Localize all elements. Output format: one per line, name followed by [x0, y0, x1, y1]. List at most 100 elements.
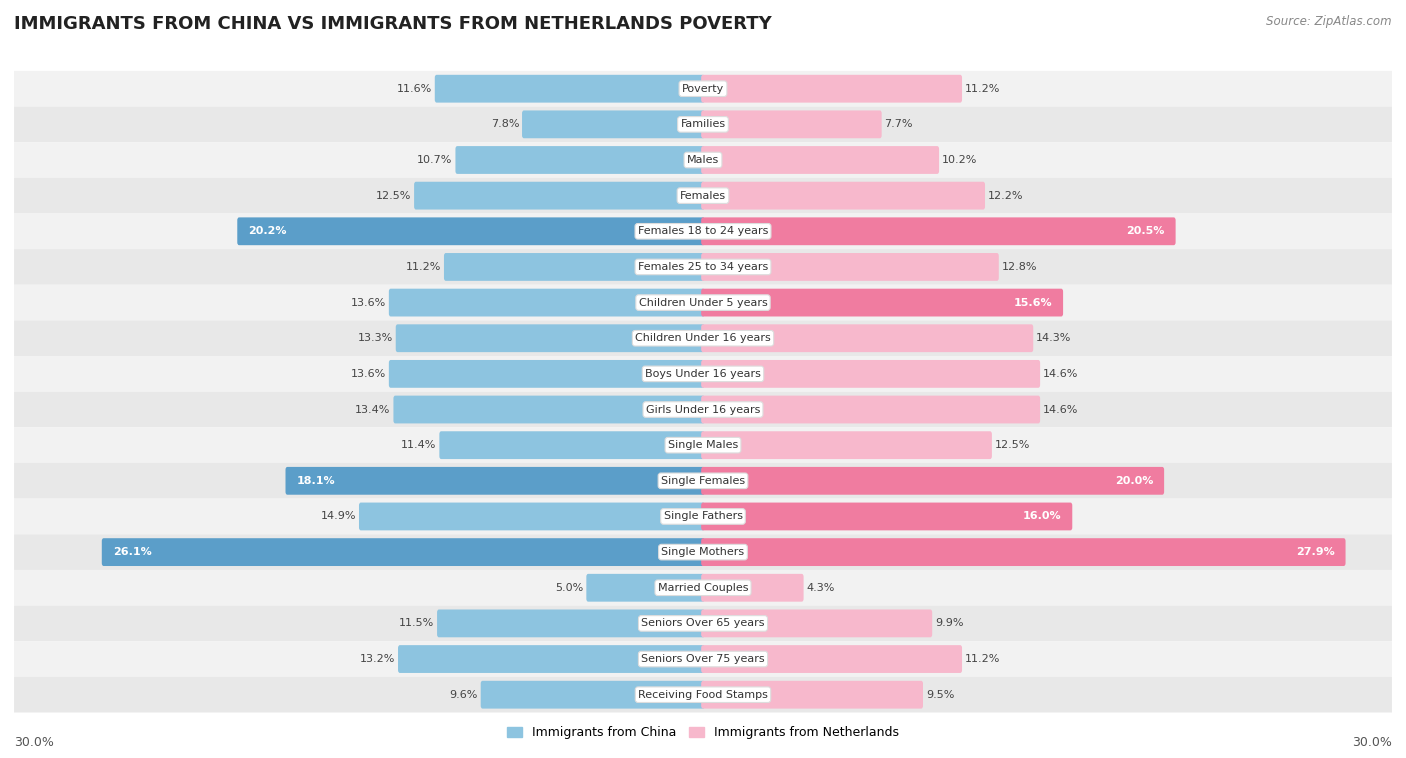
Text: 5.0%: 5.0%	[555, 583, 583, 593]
FancyBboxPatch shape	[702, 218, 1175, 245]
Text: 14.6%: 14.6%	[1043, 369, 1078, 379]
Text: Single Fathers: Single Fathers	[664, 512, 742, 522]
Text: 14.6%: 14.6%	[1043, 405, 1078, 415]
FancyBboxPatch shape	[14, 463, 1392, 499]
Text: 20.5%: 20.5%	[1126, 227, 1164, 236]
Text: Children Under 16 years: Children Under 16 years	[636, 334, 770, 343]
Text: Source: ZipAtlas.com: Source: ZipAtlas.com	[1267, 15, 1392, 28]
Text: 20.2%: 20.2%	[249, 227, 287, 236]
FancyBboxPatch shape	[238, 218, 704, 245]
FancyBboxPatch shape	[434, 75, 704, 102]
Text: IMMIGRANTS FROM CHINA VS IMMIGRANTS FROM NETHERLANDS POVERTY: IMMIGRANTS FROM CHINA VS IMMIGRANTS FROM…	[14, 15, 772, 33]
FancyBboxPatch shape	[395, 324, 704, 352]
FancyBboxPatch shape	[702, 467, 1164, 495]
Text: Married Couples: Married Couples	[658, 583, 748, 593]
FancyBboxPatch shape	[702, 574, 804, 602]
FancyBboxPatch shape	[14, 534, 1392, 570]
FancyBboxPatch shape	[14, 428, 1392, 463]
Text: 30.0%: 30.0%	[14, 736, 53, 749]
FancyBboxPatch shape	[359, 503, 704, 531]
FancyBboxPatch shape	[586, 574, 704, 602]
Text: 14.3%: 14.3%	[1036, 334, 1071, 343]
Text: Children Under 5 years: Children Under 5 years	[638, 298, 768, 308]
Legend: Immigrants from China, Immigrants from Netherlands: Immigrants from China, Immigrants from N…	[502, 721, 904, 744]
Text: 20.0%: 20.0%	[1115, 476, 1153, 486]
FancyBboxPatch shape	[14, 143, 1392, 178]
Text: Females: Females	[681, 191, 725, 201]
FancyBboxPatch shape	[702, 146, 939, 174]
FancyBboxPatch shape	[702, 681, 922, 709]
Text: 7.7%: 7.7%	[884, 119, 912, 130]
Text: 11.4%: 11.4%	[401, 440, 437, 450]
Text: 11.5%: 11.5%	[399, 619, 434, 628]
Text: 13.3%: 13.3%	[357, 334, 392, 343]
Text: Receiving Food Stamps: Receiving Food Stamps	[638, 690, 768, 700]
FancyBboxPatch shape	[14, 249, 1392, 285]
Text: 30.0%: 30.0%	[1353, 736, 1392, 749]
Text: Girls Under 16 years: Girls Under 16 years	[645, 405, 761, 415]
FancyBboxPatch shape	[101, 538, 704, 566]
FancyBboxPatch shape	[14, 499, 1392, 534]
FancyBboxPatch shape	[389, 289, 704, 317]
Text: 9.9%: 9.9%	[935, 619, 963, 628]
Text: 12.5%: 12.5%	[375, 191, 412, 201]
FancyBboxPatch shape	[702, 503, 1073, 531]
FancyBboxPatch shape	[702, 360, 1040, 388]
FancyBboxPatch shape	[456, 146, 704, 174]
Text: 12.5%: 12.5%	[994, 440, 1031, 450]
Text: Females 25 to 34 years: Females 25 to 34 years	[638, 262, 768, 272]
FancyBboxPatch shape	[14, 71, 1392, 107]
FancyBboxPatch shape	[702, 289, 1063, 317]
Text: 13.4%: 13.4%	[356, 405, 391, 415]
Text: 11.2%: 11.2%	[965, 654, 1000, 664]
Text: Poverty: Poverty	[682, 83, 724, 94]
FancyBboxPatch shape	[14, 321, 1392, 356]
Text: 11.2%: 11.2%	[965, 83, 1000, 94]
Text: 9.6%: 9.6%	[450, 690, 478, 700]
FancyBboxPatch shape	[437, 609, 704, 637]
Text: 27.9%: 27.9%	[1296, 547, 1334, 557]
Text: 13.6%: 13.6%	[352, 298, 387, 308]
Text: 12.2%: 12.2%	[988, 191, 1024, 201]
FancyBboxPatch shape	[285, 467, 704, 495]
FancyBboxPatch shape	[14, 677, 1392, 713]
Text: 15.6%: 15.6%	[1014, 298, 1052, 308]
Text: 10.2%: 10.2%	[942, 155, 977, 165]
FancyBboxPatch shape	[702, 538, 1346, 566]
FancyBboxPatch shape	[14, 107, 1392, 143]
FancyBboxPatch shape	[14, 356, 1392, 392]
Text: 13.6%: 13.6%	[352, 369, 387, 379]
Text: 12.8%: 12.8%	[1001, 262, 1038, 272]
FancyBboxPatch shape	[702, 431, 991, 459]
Text: 9.5%: 9.5%	[925, 690, 955, 700]
FancyBboxPatch shape	[398, 645, 704, 673]
FancyBboxPatch shape	[702, 75, 962, 102]
Text: Boys Under 16 years: Boys Under 16 years	[645, 369, 761, 379]
FancyBboxPatch shape	[702, 324, 1033, 352]
Text: Single Males: Single Males	[668, 440, 738, 450]
FancyBboxPatch shape	[481, 681, 704, 709]
FancyBboxPatch shape	[14, 570, 1392, 606]
Text: Seniors Over 75 years: Seniors Over 75 years	[641, 654, 765, 664]
FancyBboxPatch shape	[14, 214, 1392, 249]
Text: 14.9%: 14.9%	[321, 512, 356, 522]
FancyBboxPatch shape	[702, 396, 1040, 424]
Text: 13.2%: 13.2%	[360, 654, 395, 664]
Text: 18.1%: 18.1%	[297, 476, 335, 486]
FancyBboxPatch shape	[14, 178, 1392, 214]
FancyBboxPatch shape	[14, 392, 1392, 428]
Text: 4.3%: 4.3%	[807, 583, 835, 593]
Text: 26.1%: 26.1%	[112, 547, 152, 557]
Text: 10.7%: 10.7%	[418, 155, 453, 165]
Text: Males: Males	[688, 155, 718, 165]
FancyBboxPatch shape	[702, 182, 986, 209]
FancyBboxPatch shape	[14, 606, 1392, 641]
Text: Seniors Over 65 years: Seniors Over 65 years	[641, 619, 765, 628]
FancyBboxPatch shape	[415, 182, 704, 209]
FancyBboxPatch shape	[702, 253, 998, 281]
Text: 16.0%: 16.0%	[1022, 512, 1062, 522]
FancyBboxPatch shape	[702, 645, 962, 673]
FancyBboxPatch shape	[702, 111, 882, 138]
FancyBboxPatch shape	[702, 609, 932, 637]
FancyBboxPatch shape	[522, 111, 704, 138]
